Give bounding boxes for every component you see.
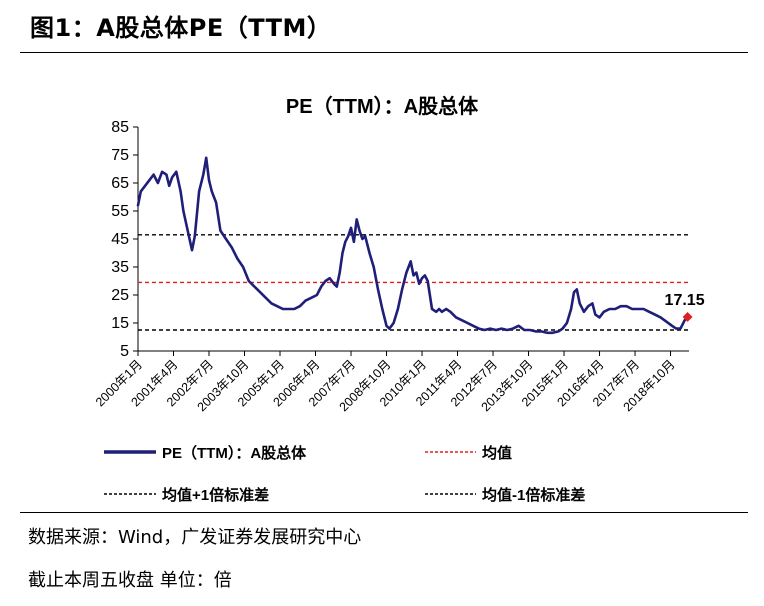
y-tick-label: 25 bbox=[111, 287, 129, 304]
legend-label-mean-minus-std: 均值-1倍标准差 bbox=[482, 486, 585, 504]
y-tick-label: 15 bbox=[111, 315, 129, 332]
pe-series-line bbox=[136, 156, 689, 335]
legend-label-mean-plus-std: 均值+1倍标准差 bbox=[162, 486, 269, 504]
y-tick-label: 75 bbox=[111, 147, 129, 164]
reference-lines bbox=[138, 234, 689, 331]
chart-title: PE（TTM）：A股总体 bbox=[286, 94, 479, 118]
y-tick-label: 65 bbox=[111, 175, 129, 192]
y-tick-label: 45 bbox=[111, 231, 129, 248]
y-tick-label: 85 bbox=[111, 119, 129, 136]
series-layer bbox=[136, 156, 689, 335]
figure-title: 图1：A股总体PE（TTM） bbox=[30, 14, 332, 42]
y-tick-label: 5 bbox=[120, 343, 129, 360]
y-tick-label: 55 bbox=[111, 203, 129, 220]
footnote: 截止本周五收盘 单位：倍 bbox=[28, 570, 232, 591]
x-axis-ticks: 2000年1月2001年4月2002年7月2003年10月2005年1月2006… bbox=[93, 351, 678, 414]
last-value-marker bbox=[682, 312, 693, 322]
pe-line-chart: PE（TTM）：A股总体 5 15 25 35 45 55 65 75 85 2000年1月20… bbox=[93, 94, 705, 504]
legend-label-pe: PE（TTM）：A股总体 bbox=[162, 444, 307, 462]
annotation-layer: 17.15 bbox=[665, 292, 705, 322]
bottom-divider bbox=[20, 512, 748, 513]
legend-label-mean: 均值 bbox=[482, 444, 512, 462]
legend: PE（TTM）：A股总体 均值 均值+1倍标准差 均值-1倍标准差 bbox=[104, 444, 585, 504]
y-axis-ticks: 5 15 25 35 45 55 65 75 85 bbox=[111, 119, 138, 360]
last-value-label: 17.15 bbox=[665, 292, 705, 309]
data-source: 数据来源：Wind，广发证券发展研究中心 bbox=[28, 527, 362, 548]
top-divider bbox=[20, 52, 748, 53]
y-tick-label: 35 bbox=[111, 259, 129, 276]
